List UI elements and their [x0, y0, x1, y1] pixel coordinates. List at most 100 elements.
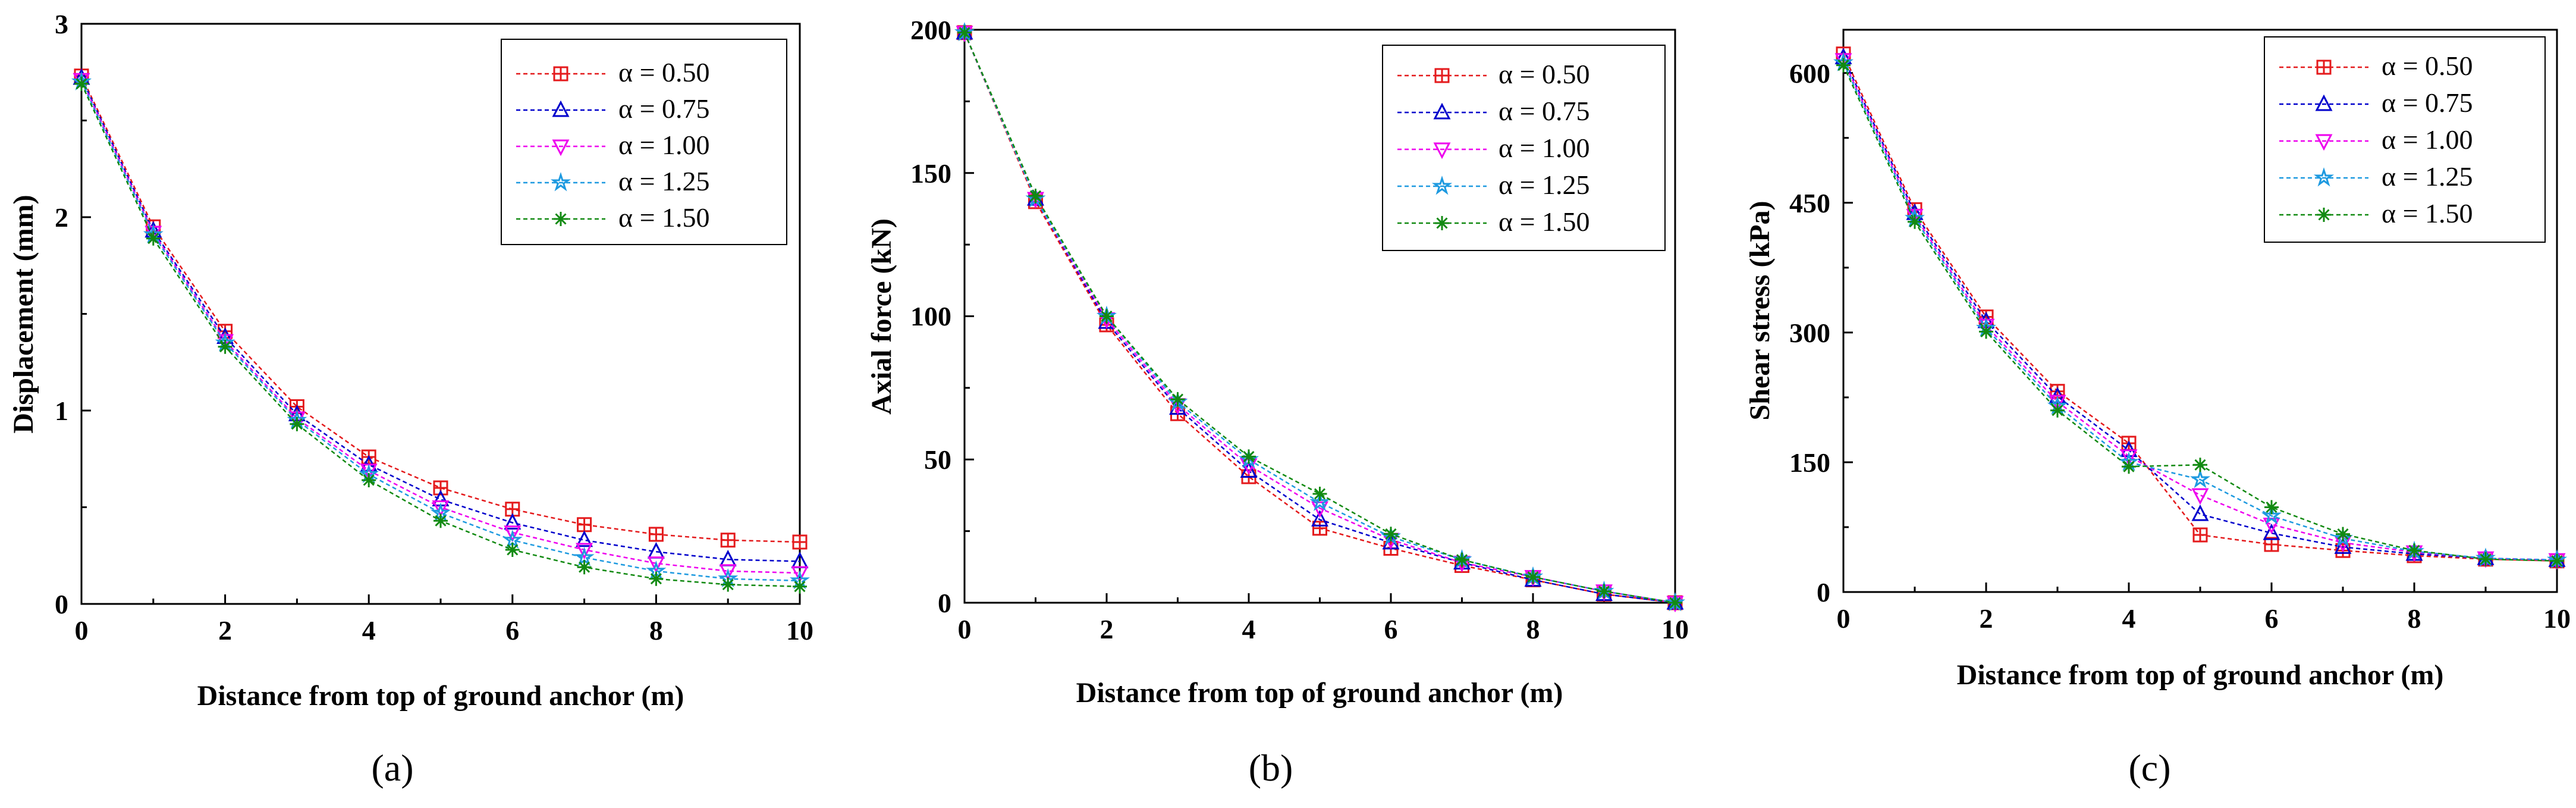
panel-label: (a) — [371, 747, 413, 789]
x-axis-title: Distance from top of ground anchor (m) — [1076, 677, 1563, 709]
data-point — [504, 525, 522, 542]
data-point — [1526, 569, 1540, 584]
series-line — [80, 76, 800, 543]
legend-marker — [2315, 134, 2333, 151]
legend-swatches — [516, 66, 605, 226]
legend-label: α = 0.50 — [1499, 59, 1590, 89]
x-tick-label: 2 — [218, 615, 232, 646]
series-line — [963, 32, 1676, 604]
y-tick-label: 0 — [938, 588, 951, 618]
x-tick-label: 8 — [649, 615, 663, 646]
y-tick-label: 450 — [1789, 188, 1830, 218]
series-group-c — [1833, 46, 2568, 570]
y-tick-label: 150 — [1789, 447, 1830, 478]
data-point — [793, 579, 807, 594]
data-point — [1668, 596, 1682, 610]
y-axis-title: Axial force (kN) — [866, 218, 897, 415]
data-point — [505, 543, 520, 557]
x-tick-label: 6 — [2265, 603, 2279, 634]
y-tick-label: 1 — [55, 396, 68, 426]
legend-label: α = 1.25 — [1499, 170, 1590, 200]
data-point — [2478, 552, 2493, 566]
x-tick-label: 6 — [1384, 614, 1398, 644]
data-point — [2407, 543, 2421, 558]
y-tick-label: 2 — [55, 202, 68, 233]
data-point — [2189, 469, 2211, 488]
data-point — [1836, 58, 1851, 73]
series-line — [1842, 57, 2558, 561]
data-point — [433, 513, 448, 528]
legend-label: α = 0.50 — [618, 57, 710, 87]
x-tick-label: 2 — [1980, 603, 1993, 634]
legend-label: α = 0.75 — [1499, 96, 1590, 126]
legend-marker — [552, 100, 570, 117]
legend-swatches — [2279, 59, 2368, 222]
data-point — [2191, 504, 2209, 521]
data-point — [577, 517, 592, 533]
panel-label: (b) — [1249, 747, 1293, 789]
data-point — [957, 25, 972, 40]
data-point — [647, 556, 665, 573]
data-point — [74, 76, 89, 91]
y-tick-label: 0 — [1817, 577, 1830, 607]
data-point — [576, 530, 593, 547]
data-point — [1455, 552, 1469, 567]
data-point — [2550, 553, 2564, 568]
legend-swatches — [1397, 68, 1487, 230]
legend-marker — [1435, 216, 1449, 230]
data-point — [2263, 523, 2280, 540]
data-point — [2191, 488, 2209, 505]
data-point — [146, 231, 161, 246]
y-axis-title: Displacement (mm) — [8, 195, 39, 433]
legend-box — [2264, 36, 2546, 243]
data-point — [720, 533, 736, 548]
legend: α = 0.50 α = 0.75 α = 1.00 α = 1.25 α = … — [2264, 36, 2546, 243]
x-tick-label: 4 — [2122, 603, 2136, 634]
panel-b: 0 2 4 6 8 10 0 50 100 150 200 Distance f… — [866, 15, 1689, 789]
panel-c: 0 2 4 6 8 10 0 150 300 450 600 Distance … — [1744, 29, 2571, 789]
legend-marker — [2317, 208, 2331, 222]
legend-marker — [554, 212, 568, 226]
x-tick-label: 10 — [786, 615, 813, 646]
series-line — [80, 77, 800, 562]
panel-label: (c) — [2128, 747, 2170, 789]
legend-label: α = 1.00 — [2382, 124, 2473, 155]
y-tick-label: 200 — [910, 15, 951, 45]
data-point — [1312, 521, 1327, 536]
data-point — [576, 543, 593, 560]
legend-label: α = 1.50 — [618, 202, 710, 233]
data-point — [362, 473, 376, 487]
legend-box — [1382, 45, 1666, 251]
y-tick-label: 100 — [910, 301, 951, 331]
data-point — [577, 560, 592, 575]
legend: α = 0.50 α = 0.75 α = 1.00 α = 1.25 α = … — [501, 39, 787, 245]
legend-marker — [1433, 142, 1451, 159]
x-tick-label: 6 — [505, 615, 519, 646]
legend-label: α = 0.75 — [618, 93, 710, 124]
legend-marker — [553, 66, 568, 82]
data-point — [648, 527, 664, 542]
data-point — [1908, 214, 1922, 229]
legend-marker — [2315, 94, 2333, 111]
data-point — [1240, 461, 1258, 478]
data-point — [721, 577, 736, 592]
legend-label: α = 1.00 — [618, 130, 710, 160]
legend-marker — [1431, 176, 1453, 195]
data-point — [791, 566, 809, 583]
x-tick-label: 8 — [1526, 614, 1540, 644]
y-tick-label: 50 — [924, 444, 951, 475]
x-axis-title: Distance from top of ground anchor (m) — [197, 680, 684, 712]
x-axis-title: Distance from top of ground anchor (m) — [1957, 659, 2444, 691]
data-point — [1309, 491, 1330, 511]
data-point — [1099, 309, 1114, 324]
legend-label: α = 1.25 — [2382, 161, 2473, 192]
x-tick-label: 4 — [1242, 614, 1256, 644]
data-point — [432, 500, 450, 517]
data-point — [218, 339, 233, 354]
legend-marker — [1433, 102, 1451, 120]
data-point — [1979, 324, 1993, 339]
legend-marker — [2316, 59, 2332, 75]
data-point — [719, 564, 737, 581]
legend-label: α = 0.75 — [2382, 87, 2473, 118]
data-point — [504, 513, 522, 530]
